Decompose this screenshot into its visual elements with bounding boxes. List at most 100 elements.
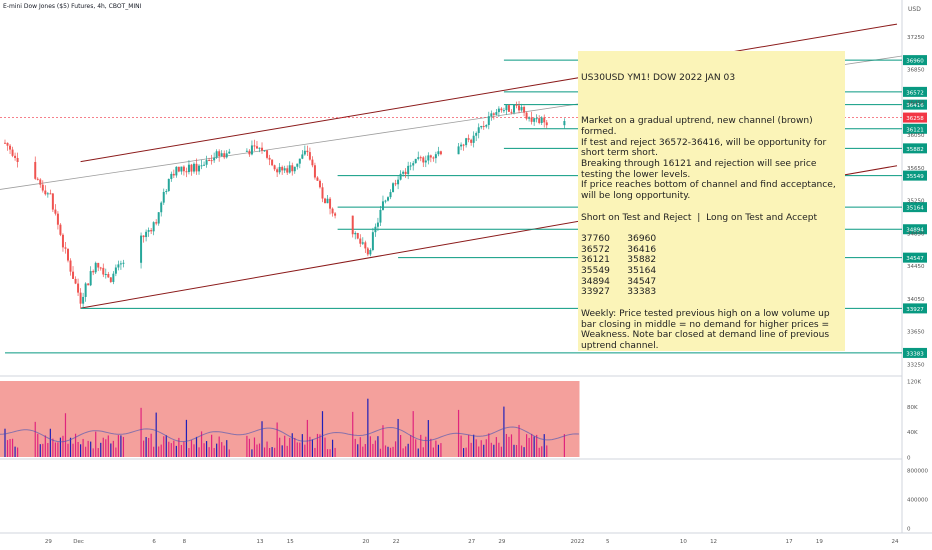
candle-body [505, 105, 508, 111]
candle-body [399, 173, 402, 180]
candle [286, 165, 289, 175]
candle-body [213, 157, 216, 161]
candle-body [515, 104, 518, 106]
candle-body [457, 146, 460, 155]
price-tick: 36850 [907, 68, 925, 74]
candle [457, 143, 460, 155]
candle [525, 111, 528, 121]
candle-body [359, 238, 362, 244]
candle [477, 123, 480, 139]
candle [92, 269, 95, 276]
candle-body [225, 153, 228, 158]
candle [470, 138, 473, 146]
candle [281, 165, 284, 175]
candle [482, 121, 485, 130]
candle [140, 232, 143, 269]
candle [119, 260, 122, 270]
axes: 37250 36850 36450 36050 35650 35250 34850 34450… [45, 35, 929, 545]
candle-body [218, 151, 221, 157]
candle-body [379, 209, 382, 223]
candle-body [160, 202, 163, 213]
candle [122, 259, 125, 268]
currency-label: USD [908, 6, 921, 13]
candle-body [313, 165, 316, 178]
level-label-36416: 36416 [906, 103, 924, 109]
candle-body [198, 165, 201, 172]
time-tick: 12 [710, 539, 717, 545]
candle-body [109, 277, 112, 282]
lower-pane-tick: 400000 [907, 498, 928, 504]
candle [399, 170, 402, 181]
candle-body [228, 151, 231, 154]
time-tick: 29 [45, 539, 52, 545]
candle-body [402, 171, 405, 174]
level-label-bg [903, 112, 927, 123]
analysis-note[interactable]: US30USD YM1! DOW 2022 JAN 03 Market on a… [578, 51, 845, 351]
candle-body [192, 163, 195, 172]
price-tick: 33650 [907, 330, 925, 336]
candle [492, 112, 495, 120]
candle-body [162, 191, 165, 203]
candle [313, 162, 316, 180]
candle [82, 292, 85, 308]
candle-body [482, 125, 485, 127]
candle [208, 157, 211, 162]
candle-body [429, 155, 432, 158]
candle-body [387, 197, 390, 201]
candle [200, 159, 203, 170]
candle [195, 158, 198, 175]
candle-body [223, 153, 226, 158]
candle-body [414, 158, 417, 164]
candle [16, 152, 19, 168]
candle [66, 248, 69, 263]
candle [296, 163, 299, 170]
candle-body [99, 267, 102, 269]
candle [258, 147, 261, 153]
candle [465, 137, 468, 148]
candle [276, 167, 279, 177]
candle-body [185, 171, 188, 173]
time-tick: 5 [606, 539, 610, 545]
price-tick: 33250 [907, 362, 925, 368]
candle-body [303, 150, 306, 155]
candle [356, 232, 359, 240]
candle [104, 268, 107, 279]
candle [218, 149, 221, 162]
candle-body [487, 116, 490, 126]
candle-body [142, 235, 145, 238]
candle [109, 277, 112, 284]
time-tick: 27 [468, 539, 475, 545]
candle-body [306, 150, 309, 153]
candle [293, 166, 296, 174]
candle-body [495, 112, 498, 115]
time-tick: 20 [362, 539, 369, 545]
level-label-bg [903, 170, 927, 181]
candle-body [195, 163, 198, 172]
level-label-bg [903, 303, 927, 314]
candle-body [208, 160, 211, 162]
chart-title: E-mini Dow Jones ($5) Futures, 4h, CBOT_… [3, 3, 142, 10]
candle [497, 106, 500, 117]
candle-body [381, 201, 384, 210]
candle-body [112, 273, 115, 282]
candle [46, 191, 49, 198]
candle [59, 223, 62, 237]
candle [64, 242, 67, 254]
candle-body [477, 127, 480, 134]
candle-body [255, 146, 258, 149]
candle [114, 264, 117, 277]
candle-body [261, 147, 264, 151]
candle-body [9, 145, 12, 150]
candle-body [356, 232, 359, 239]
time-tick: 15 [287, 539, 294, 545]
candle [94, 261, 97, 274]
candle-body [427, 155, 430, 161]
candle-body [389, 192, 392, 198]
candle [266, 149, 269, 160]
candle-body [72, 271, 75, 279]
candle [9, 144, 12, 155]
candle-body [92, 271, 95, 273]
candle-body [538, 118, 541, 124]
candle-body [437, 151, 440, 155]
level-label-35882: 35882 [906, 147, 924, 153]
